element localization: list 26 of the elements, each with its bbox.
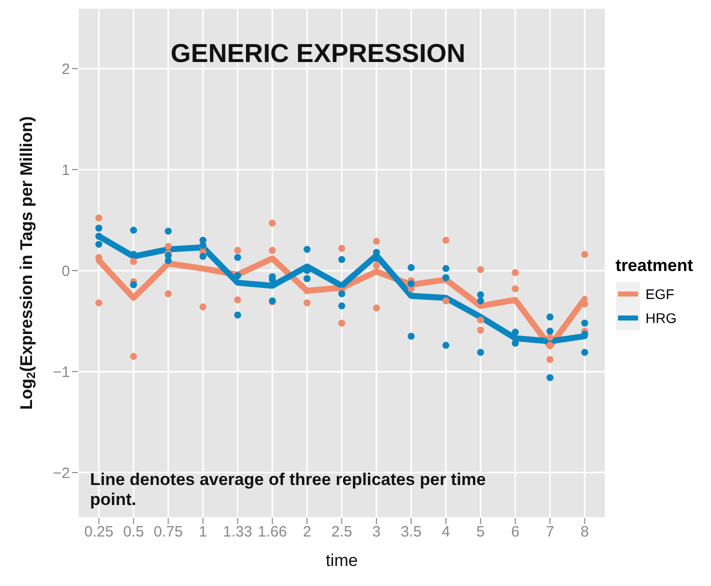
text: GENERIC EXPRESSION (170, 38, 466, 69)
x-tick-label: 0.5 (123, 524, 144, 541)
x-tick-label: 1.33 (223, 524, 252, 541)
legend-title: treatment (616, 256, 693, 276)
legend-label: EGF (646, 286, 674, 302)
x-tick-label: 2.5 (331, 524, 352, 541)
x-tick-label: 0.75 (154, 524, 183, 541)
x-tick-label: 3 (372, 524, 381, 541)
x-tick-label: 0.25 (84, 524, 114, 541)
annotation: Line denotes average of three replicates per time point. (90, 470, 487, 510)
x-tick-label: 4 (442, 524, 450, 541)
x-tick-label: 3.5 (400, 524, 422, 541)
x-axis-title: time (326, 551, 358, 570)
x-tick-label: 5 (476, 524, 485, 541)
x-tick-label: 7 (546, 524, 554, 541)
legend-label: HRG (646, 310, 677, 326)
y-tick-label: 0 (62, 262, 70, 280)
y-tick-label: −2 (52, 464, 70, 482)
x-tick-label: 1 (198, 524, 208, 541)
y-tick-label: 2 (62, 60, 70, 78)
x-tick-label: 2 (302, 524, 312, 541)
x-tick-label: 1.66 (258, 524, 287, 541)
x-tick-label: 8 (580, 524, 589, 541)
y-tick-label: 1 (62, 162, 70, 179)
y-tick-label: −1 (52, 364, 70, 381)
x-tick-label: 6 (511, 524, 520, 541)
